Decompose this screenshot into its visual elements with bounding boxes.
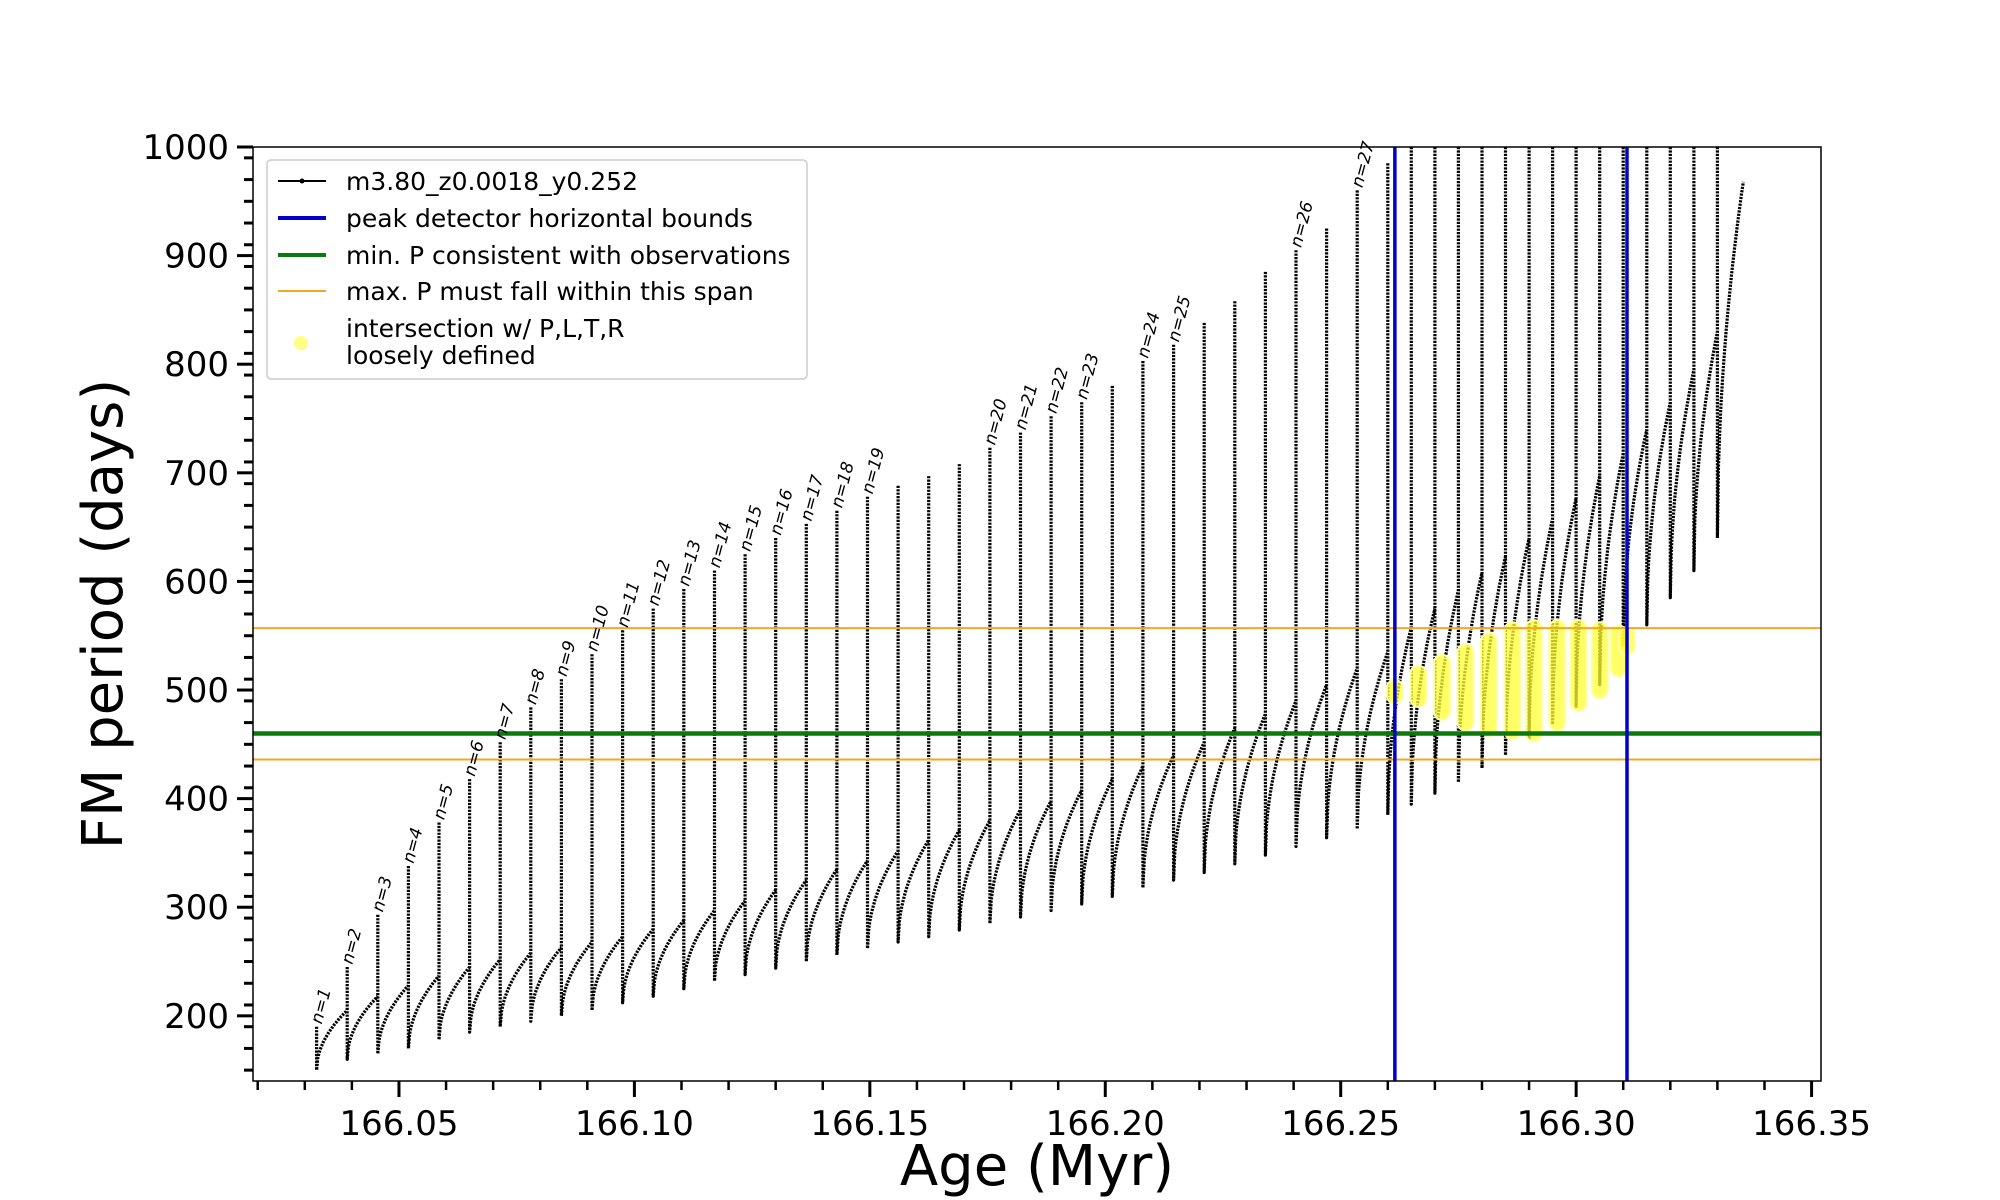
n-label-17: n=17 bbox=[797, 473, 828, 523]
n-label-18: n=18 bbox=[827, 460, 858, 510]
legend-label-3: min. P consistent with observations bbox=[346, 241, 791, 270]
n-label-9: n=9 bbox=[552, 639, 581, 679]
x-tick-label: 166.15 bbox=[810, 1104, 929, 1144]
legend-frame bbox=[266, 159, 808, 380]
y-axis-label: FM period (days) bbox=[71, 379, 136, 849]
x-axis-label: Age (Myr) bbox=[900, 1134, 1174, 1199]
x-tick-label: 166.35 bbox=[1752, 1104, 1871, 1144]
evolution-track bbox=[315, 147, 1745, 1072]
y-tick-label: 1000 bbox=[142, 128, 229, 168]
reference-lines bbox=[253, 147, 1821, 1081]
x-tick-label: 166.20 bbox=[1046, 1104, 1165, 1144]
n-label-2: n=2 bbox=[338, 926, 367, 966]
n-label-15: n=15 bbox=[736, 503, 767, 553]
pulse-labels: n=1n=2n=3n=4n=5n=6n=7n=8n=9n=10 n=11 n=12 n… bbox=[307, 139, 1379, 1026]
legend-dot-yellow bbox=[294, 336, 308, 350]
n-label-14: n=14 bbox=[705, 520, 736, 570]
n-label-21: n=21 bbox=[1011, 382, 1042, 432]
intersection-marker-5 bbox=[1480, 632, 1499, 738]
y-tick-label: 600 bbox=[164, 562, 229, 602]
n-label-19: n=19 bbox=[858, 446, 889, 496]
n-label-6: n=6 bbox=[460, 738, 489, 778]
intersection-marker-10 bbox=[1590, 621, 1609, 700]
intersection-points bbox=[1385, 619, 1637, 743]
n-label-11: n=11 bbox=[613, 579, 644, 629]
n-label-26: n=26 bbox=[1287, 199, 1318, 249]
intersection-marker-9 bbox=[1569, 619, 1588, 713]
intersection-marker-7 bbox=[1524, 619, 1543, 743]
y-tick-label: 700 bbox=[164, 454, 229, 494]
y-axis: 200 300 400 500 600 700 800 900 1000 bbox=[142, 128, 253, 1072]
legend-swatch-marker bbox=[299, 178, 305, 184]
x-tick-label: 166.30 bbox=[1517, 1104, 1636, 1144]
legend-label-4: max. P must fall within this span bbox=[346, 277, 754, 306]
x-tick-label: 166.25 bbox=[1281, 1104, 1400, 1144]
n-label-24: n=24 bbox=[1133, 310, 1164, 360]
n-label-12: n=12 bbox=[644, 558, 675, 608]
intersection-marker-8 bbox=[1548, 619, 1567, 732]
intersection-marker-3 bbox=[1432, 653, 1451, 721]
y-tick-label: 400 bbox=[164, 780, 229, 820]
n-label-5: n=5 bbox=[430, 782, 459, 822]
n-label-20: n=20 bbox=[980, 397, 1011, 447]
intersection-marker-2 bbox=[1409, 664, 1428, 708]
n-label-16: n=16 bbox=[766, 487, 797, 537]
n-label-8: n=8 bbox=[521, 667, 550, 707]
x-tick-label: 166.10 bbox=[575, 1104, 694, 1144]
n-label-3: n=3 bbox=[368, 874, 397, 914]
legend-label-5b: loosely defined bbox=[346, 341, 536, 370]
n-label-22: n=22 bbox=[1042, 365, 1073, 415]
y-tick-label: 500 bbox=[164, 671, 229, 711]
n-label-1: n=1 bbox=[307, 986, 336, 1026]
n-label-25: n=25 bbox=[1164, 294, 1195, 344]
y-tick-label: 300 bbox=[164, 888, 229, 928]
n-label-4: n=4 bbox=[399, 825, 428, 865]
y-tick-label: 800 bbox=[164, 345, 229, 385]
x-axis: 166.05 166.10 166.15 166.20 166.25 166.30 166.… bbox=[256, 1081, 1871, 1144]
y-tick-label: 200 bbox=[164, 997, 229, 1037]
track-line bbox=[315, 147, 1745, 1072]
legend-label-2: peak detector horizontal bounds bbox=[346, 204, 753, 233]
y-tick-label: 900 bbox=[164, 237, 229, 277]
legend-label-5: intersection w/ P,L,T,R bbox=[346, 314, 625, 343]
intersection-marker-4 bbox=[1456, 643, 1475, 732]
n-label-23: n=23 bbox=[1072, 351, 1103, 401]
intersection-marker-6 bbox=[1503, 621, 1522, 741]
legend-label-1: m3.80_z0.0018_y0.252 bbox=[346, 167, 638, 196]
x-tick-label: 166.05 bbox=[339, 1104, 458, 1144]
n-label-13: n=13 bbox=[674, 538, 705, 588]
